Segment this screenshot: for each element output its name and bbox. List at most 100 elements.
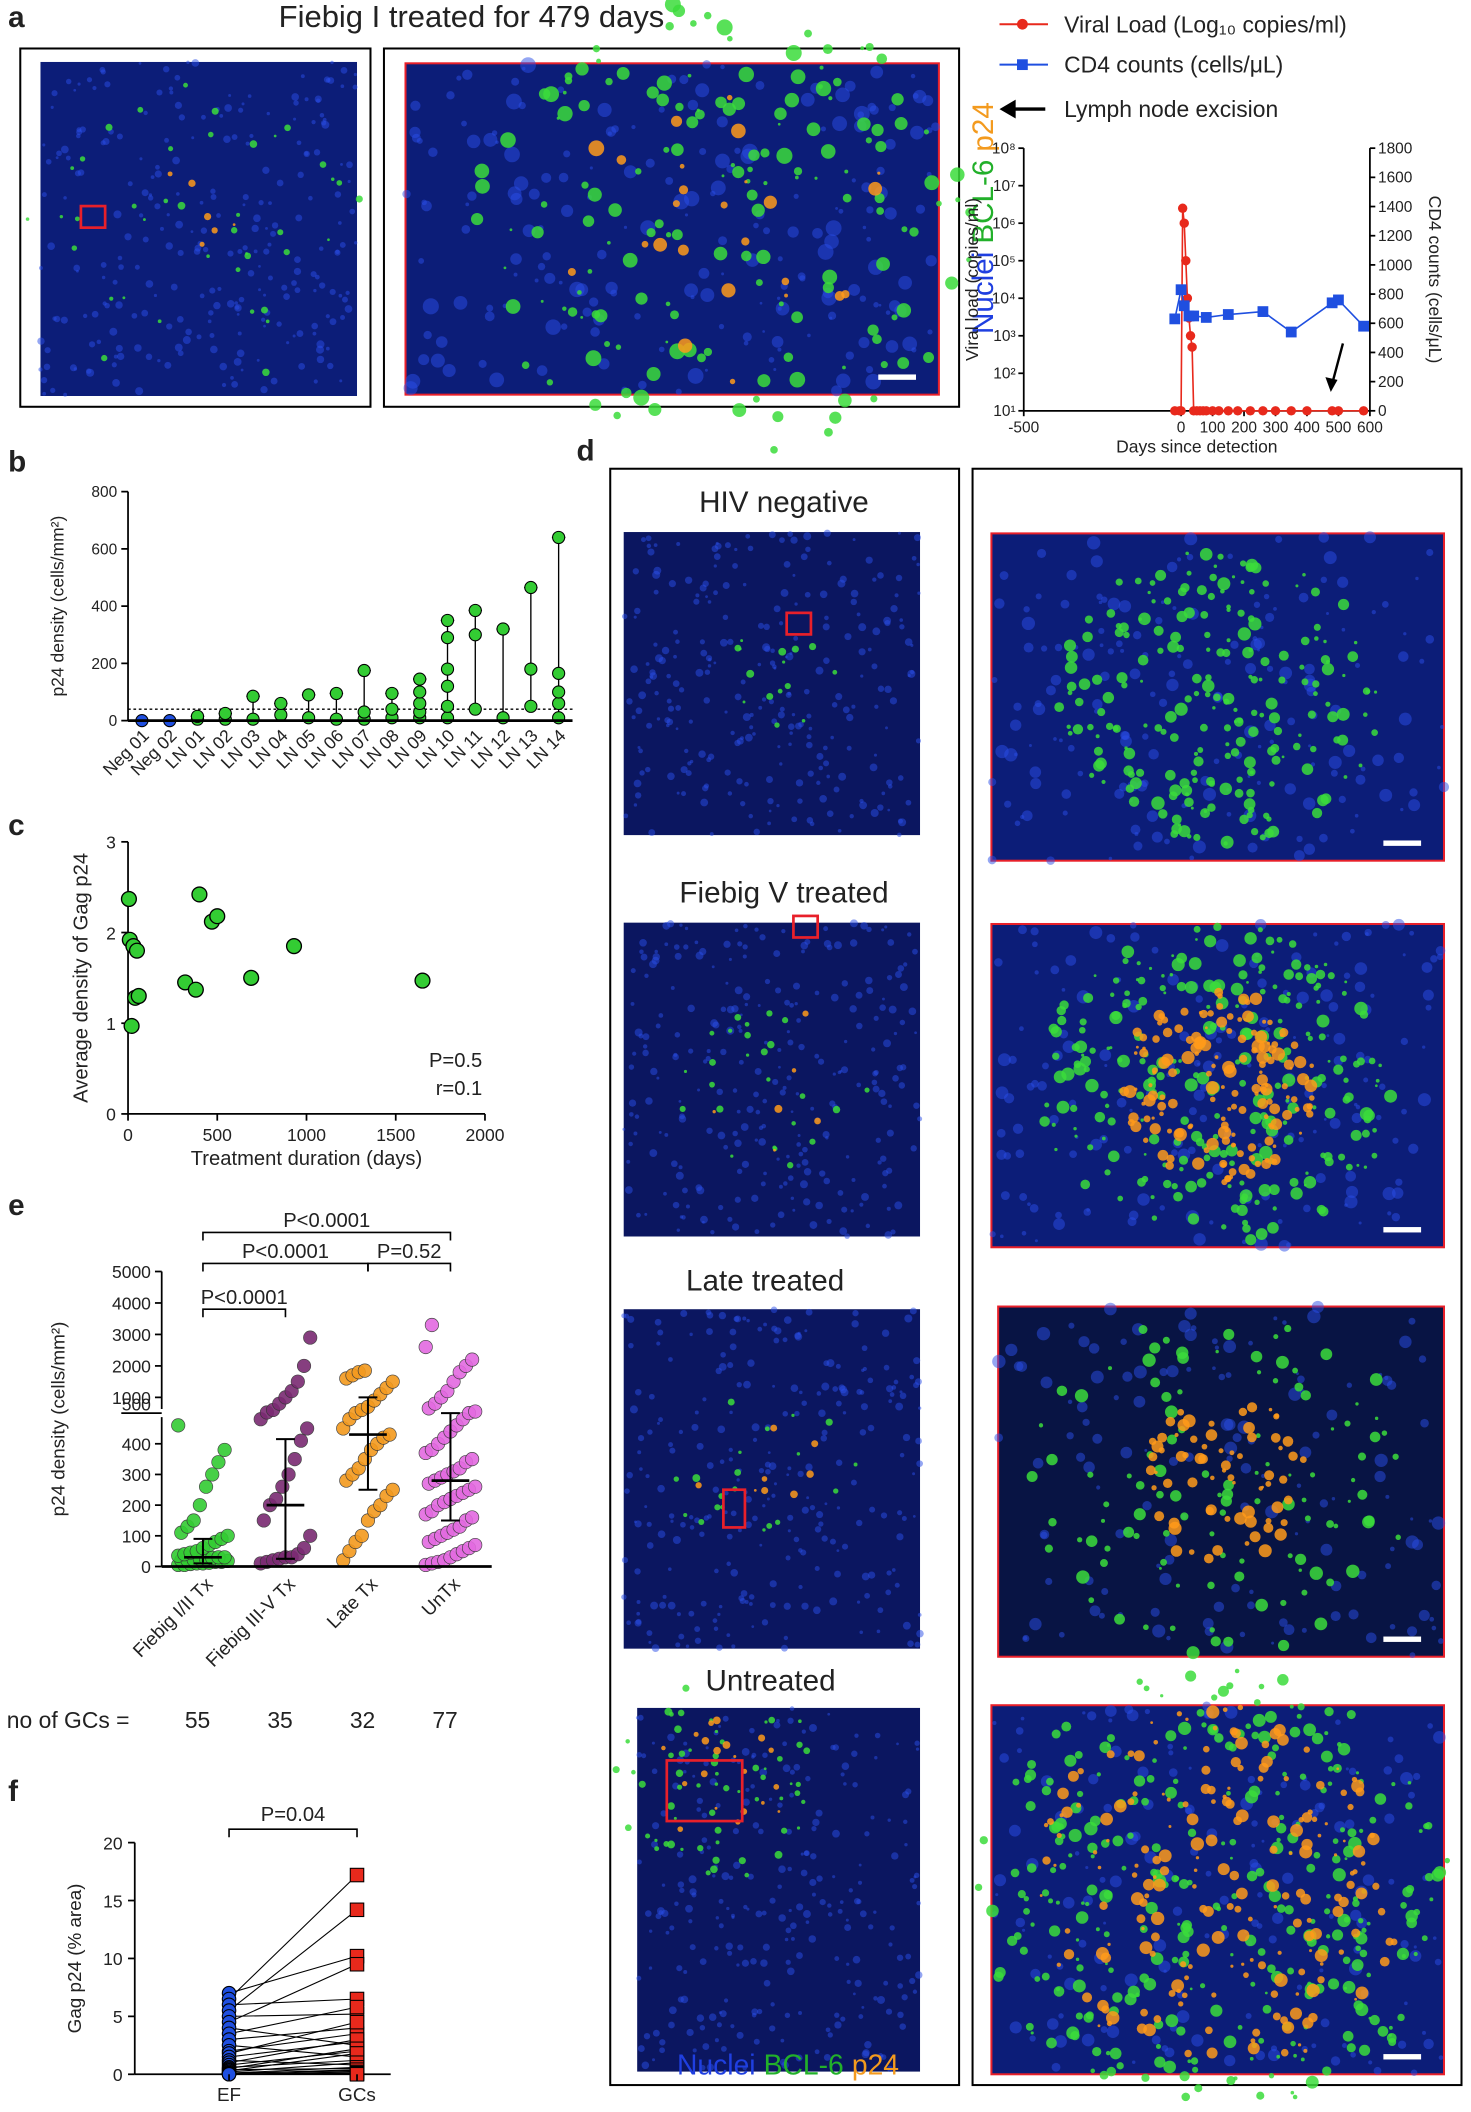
cell xyxy=(38,367,43,372)
cell xyxy=(1258,1730,1271,1744)
cell xyxy=(1423,1823,1430,1830)
cell xyxy=(1206,1004,1211,1009)
cell xyxy=(1264,1991,1268,1995)
cell xyxy=(1359,1949,1368,1958)
cell xyxy=(897,357,910,369)
y-tick-label: 2000 xyxy=(112,1357,151,1377)
cell xyxy=(1408,799,1421,812)
cell xyxy=(1151,1116,1155,1120)
marker xyxy=(1358,406,1369,416)
cell xyxy=(744,1021,750,1027)
cell xyxy=(824,615,829,621)
cell xyxy=(1297,1703,1305,1711)
bracket xyxy=(228,1828,358,1838)
cell xyxy=(917,591,921,595)
cell xyxy=(1278,1239,1291,1252)
cell xyxy=(1036,1326,1051,1341)
cell xyxy=(1235,736,1246,747)
cell xyxy=(638,691,647,700)
cell xyxy=(663,146,670,153)
cell xyxy=(1133,1365,1147,1379)
cell xyxy=(1078,1939,1087,1948)
cell xyxy=(1355,1986,1369,2000)
cell xyxy=(143,110,148,116)
point xyxy=(218,706,232,721)
cell xyxy=(813,1606,821,1615)
cell xyxy=(604,340,611,347)
cell xyxy=(1171,1183,1178,1190)
cell xyxy=(903,962,908,967)
cell xyxy=(743,923,748,929)
cell xyxy=(1158,698,1168,707)
cell xyxy=(1333,1064,1344,1075)
cell xyxy=(737,1024,742,1030)
cell xyxy=(902,1621,911,1630)
cell xyxy=(882,997,885,1001)
cell xyxy=(1161,1391,1172,1403)
cell xyxy=(1397,2040,1407,2049)
cell xyxy=(655,1023,661,1029)
cell xyxy=(1343,1916,1350,1923)
cell xyxy=(73,264,81,272)
cell xyxy=(762,1752,768,1758)
cell xyxy=(1221,1468,1227,1473)
cell xyxy=(823,745,828,751)
cell xyxy=(915,1747,920,1751)
cell xyxy=(1317,1833,1322,1838)
cell xyxy=(889,1392,895,1397)
cell xyxy=(784,2012,791,2019)
cell xyxy=(755,81,765,90)
cell xyxy=(1047,1818,1054,1826)
cell xyxy=(1196,1709,1205,1717)
cell xyxy=(1318,532,1330,543)
cell xyxy=(236,349,245,358)
cell xyxy=(1046,1453,1058,1466)
cell xyxy=(1152,1624,1166,1638)
cell xyxy=(1326,1578,1335,1587)
cell xyxy=(582,215,595,227)
cell xyxy=(632,568,640,575)
cell xyxy=(889,697,898,705)
cell xyxy=(578,99,590,112)
cell xyxy=(1101,779,1106,785)
cell xyxy=(878,303,882,307)
x-tick-label: EF xyxy=(217,2084,241,2105)
cell xyxy=(645,1474,650,1479)
cell xyxy=(1355,774,1366,785)
cell xyxy=(1223,1479,1234,1491)
cell xyxy=(709,832,714,836)
cell xyxy=(832,1386,839,1392)
cell xyxy=(865,137,872,144)
cell xyxy=(1340,1055,1347,1063)
cell xyxy=(759,301,763,305)
marker xyxy=(1176,406,1186,416)
cell xyxy=(873,753,878,757)
cell xyxy=(791,311,803,324)
cell xyxy=(1268,1935,1277,1944)
cell xyxy=(55,156,59,160)
cell xyxy=(543,86,560,103)
cell xyxy=(1106,1750,1115,1759)
cell xyxy=(639,938,647,947)
cell xyxy=(1261,1755,1273,1768)
cell xyxy=(685,770,692,777)
cell xyxy=(1312,1105,1317,1110)
cell xyxy=(1184,1975,1190,1981)
cell xyxy=(1226,1027,1233,1035)
cell xyxy=(864,1592,871,1599)
cell xyxy=(724,1490,729,1496)
cell xyxy=(1274,1528,1287,1541)
cell xyxy=(1000,1191,1010,1201)
cell xyxy=(1065,955,1077,966)
cell xyxy=(689,1515,694,1520)
point xyxy=(302,711,316,725)
cell xyxy=(1085,2011,1094,2020)
cell xyxy=(783,1602,791,1610)
cell xyxy=(224,104,232,112)
cell xyxy=(714,2038,719,2043)
cell xyxy=(777,1884,782,1890)
cell xyxy=(782,1085,787,1090)
cell xyxy=(1150,1195,1155,1200)
cell xyxy=(1192,673,1202,684)
cell xyxy=(652,953,661,961)
